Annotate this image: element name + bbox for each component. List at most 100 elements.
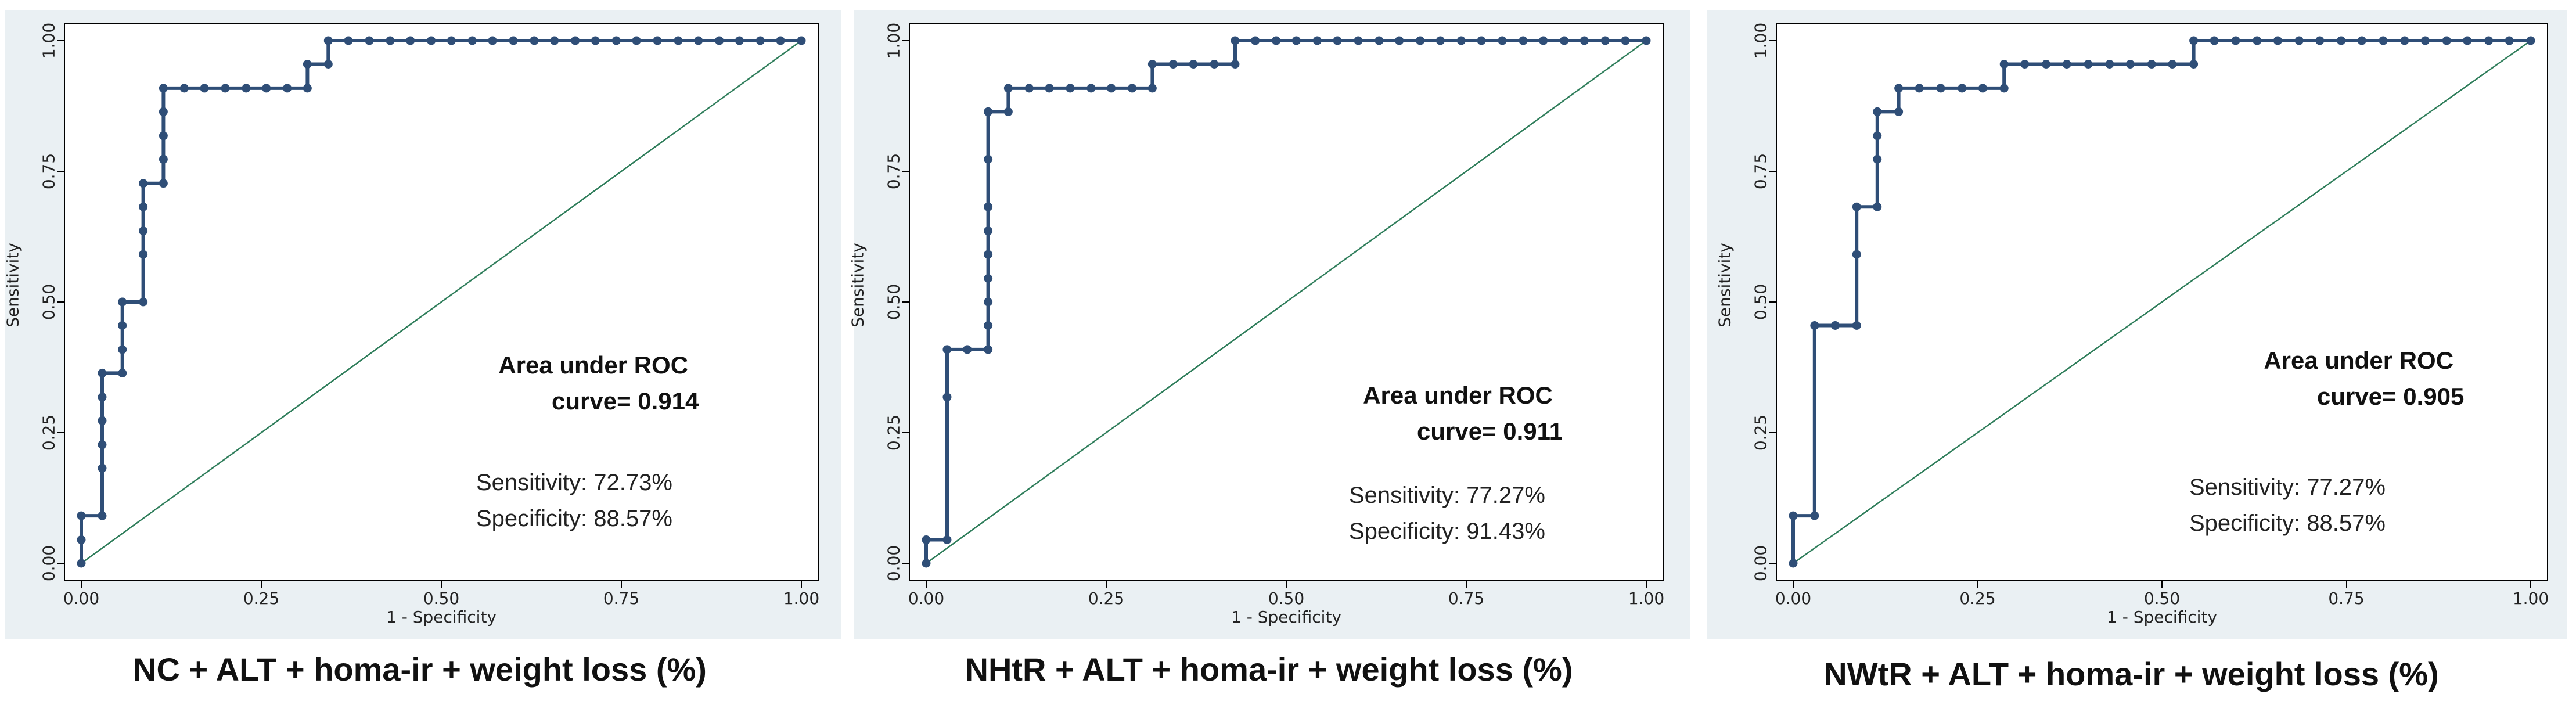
roc-point <box>1045 84 1054 93</box>
roc-point <box>942 345 952 354</box>
roc-point <box>2168 60 2177 69</box>
roc-point <box>159 179 168 188</box>
x-tick-label: 0.25 <box>1088 589 1125 608</box>
roc-point <box>1498 36 1507 45</box>
roc-point <box>118 368 127 377</box>
roc-point <box>98 393 107 402</box>
specificity-text: Specificity: 88.57% <box>476 506 672 531</box>
x-tick-mark <box>1793 581 1794 588</box>
roc-point <box>77 511 86 520</box>
roc-point <box>1852 250 1861 259</box>
auc-value: curve= 0.911 <box>1417 418 1563 445</box>
roc-point <box>509 36 518 45</box>
roc-point <box>942 393 952 402</box>
y-tick-label: 0.75 <box>884 153 904 190</box>
roc-point <box>200 84 209 93</box>
roc-point <box>1999 84 2009 93</box>
roc-point <box>323 60 333 69</box>
roc-point <box>344 36 353 45</box>
x-tick-mark <box>441 581 442 588</box>
roc-point <box>942 535 952 544</box>
roc-point <box>2189 60 2199 69</box>
auc-annotation: Area under ROC curve= 0.914 <box>488 347 699 419</box>
roc-point <box>1852 202 1861 211</box>
y-tick-mark <box>57 432 64 433</box>
roc-point <box>2084 60 2093 69</box>
x-tick-label: 1.00 <box>783 589 820 608</box>
roc-point <box>2210 36 2219 45</box>
roc-point <box>735 36 744 45</box>
roc-point <box>1560 36 1569 45</box>
roc-point <box>984 345 993 354</box>
roc-point <box>1210 60 1219 69</box>
specificity-text: Specificity: 91.43% <box>1349 519 1545 544</box>
roc-point <box>1789 559 1798 568</box>
roc-point <box>984 321 993 330</box>
roc-point <box>139 202 148 211</box>
roc-point <box>2020 60 2030 69</box>
roc-point <box>611 36 621 45</box>
roc-point <box>77 535 86 544</box>
x-tick-mark <box>2161 581 2163 588</box>
y-tick-label: 0.75 <box>1751 153 1771 190</box>
roc-point <box>2273 36 2282 45</box>
roc-point <box>488 36 497 45</box>
roc-plot-svg <box>922 36 1651 568</box>
roc-point <box>1873 202 1882 211</box>
auc-label: Area under ROC <box>498 351 689 379</box>
roc-point <box>984 274 993 283</box>
roc-point <box>1873 154 1882 164</box>
x-tick-mark <box>2530 581 2531 588</box>
roc-point <box>2442 36 2451 45</box>
roc-point <box>1395 36 1404 45</box>
roc-point <box>2062 60 2071 69</box>
roc-point <box>2505 36 2514 45</box>
roc-point <box>118 345 127 354</box>
roc-point <box>1999 60 2009 69</box>
x-tick-mark <box>926 581 927 588</box>
auc-annotation: Area under ROC curve= 0.905 <box>2253 343 2464 415</box>
roc-point <box>1600 36 1610 45</box>
roc-point <box>139 250 148 259</box>
roc-point <box>1354 36 1363 45</box>
roc-point <box>1978 84 1987 93</box>
auc-label: Area under ROC <box>1363 382 1553 409</box>
roc-point <box>674 36 683 45</box>
roc-point <box>755 36 765 45</box>
y-tick-mark <box>902 432 909 433</box>
roc-point <box>406 36 415 45</box>
roc-point <box>715 36 724 45</box>
roc-point <box>1168 60 1178 69</box>
roc-point <box>653 36 662 45</box>
roc-point <box>98 440 107 449</box>
y-tick-label: 0.75 <box>39 153 59 190</box>
y-tick-mark <box>902 171 909 172</box>
x-tick-label: 0.50 <box>423 589 460 608</box>
roc-point <box>1066 84 1075 93</box>
y-tick-label: 1.00 <box>39 22 59 59</box>
specificity-text: Specificity: 88.57% <box>2189 510 2386 536</box>
x-tick-mark <box>801 581 802 588</box>
roc-point <box>2484 36 2494 45</box>
roc-point <box>1272 36 1281 45</box>
sens-spec-annotation: Sensitivity: 77.27% Specificity: 91.43% <box>1349 477 1545 549</box>
roc-point <box>1003 84 1013 93</box>
y-tick-mark <box>1769 40 1776 41</box>
roc-point <box>591 36 600 45</box>
roc-point <box>797 36 806 45</box>
x-tick-mark <box>1106 581 1107 588</box>
roc-point <box>1435 36 1445 45</box>
auc-label: Area under ROC <box>2264 347 2454 374</box>
x-tick-mark <box>2345 581 2347 588</box>
sensitivity-text: Sensitivity: 72.73% <box>476 470 672 495</box>
roc-point <box>2253 36 2262 45</box>
roc-point <box>1958 84 1967 93</box>
roc-point <box>77 559 86 568</box>
y-axis-label: Sensitivity <box>1715 243 1735 328</box>
y-tick-label: 0.00 <box>39 545 59 582</box>
x-tick-label: 0.75 <box>603 589 640 608</box>
roc-point <box>2400 36 2409 45</box>
roc-point <box>2526 36 2535 45</box>
roc-point <box>1936 84 1945 93</box>
y-tick-mark <box>57 40 64 41</box>
